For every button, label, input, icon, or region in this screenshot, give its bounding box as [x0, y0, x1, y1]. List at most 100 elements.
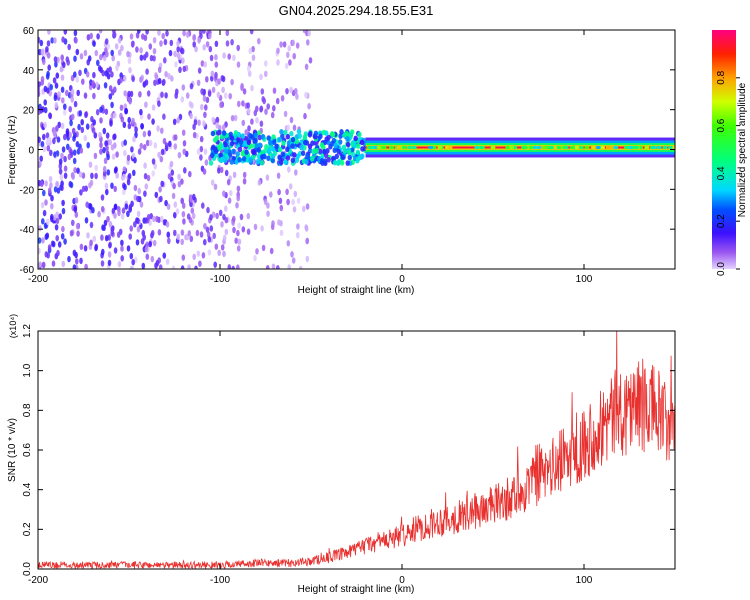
spectrogram-y-axis-label: Frequency (Hz) — [7, 116, 18, 185]
spectrogram-cell — [180, 96, 185, 103]
spectrogram-cell — [257, 134, 262, 141]
spectrogram-cell — [139, 201, 144, 208]
spectrogram-cell — [295, 93, 299, 100]
spectrogram-cell — [202, 120, 206, 127]
spectrogram-cell — [65, 128, 70, 135]
spectrogram-cell — [71, 127, 76, 135]
spectrogram-cell — [152, 37, 157, 44]
spectrogram-cell — [83, 92, 88, 99]
spectrogram-cell — [205, 226, 210, 233]
spectrogram-cell — [145, 253, 150, 260]
spectrogram-cell — [176, 233, 180, 240]
spectrogram-cell — [163, 38, 168, 46]
spectrogram-cell — [222, 52, 226, 59]
spectrogram-cell — [203, 239, 207, 246]
spectrogram-cell — [127, 90, 131, 98]
spectrogram-cell — [151, 118, 155, 125]
spectrogram-cell — [199, 154, 203, 161]
spectrogram-cell — [197, 37, 201, 44]
spectrogram-cell — [156, 125, 160, 132]
spectrogram-cell — [58, 168, 63, 175]
spectrogram-cell — [266, 155, 271, 162]
spectrogram-cell — [122, 173, 126, 180]
spectrogram-cell — [104, 140, 108, 147]
spectrogram-cell — [205, 76, 209, 83]
spectrogram-cell — [250, 118, 254, 125]
spectrogram-cell — [221, 75, 226, 83]
spectrogram-cell — [138, 91, 142, 98]
snr-x-axis-label: Height of straight line (km) — [298, 584, 415, 595]
spectrogram-cell — [111, 55, 115, 62]
x-tick-label: 100 — [576, 274, 593, 285]
spectrogram-cell — [191, 212, 196, 220]
spectrogram-cell — [259, 160, 265, 166]
spectrogram-cell — [102, 224, 106, 232]
spectrogram-cell — [55, 125, 59, 132]
spectrogram-cell — [157, 66, 162, 74]
spectrogram-cell — [61, 260, 66, 268]
spectrogram-cell — [112, 31, 117, 38]
spectrogram-cell — [437, 145, 443, 150]
spectrogram-cell — [158, 264, 163, 269]
spectrogram-cell — [71, 173, 75, 180]
spectrogram-cell — [348, 131, 353, 138]
spectrogram-cell — [63, 165, 68, 172]
spectrogram-cell — [290, 251, 294, 258]
spectrogram-cell — [110, 182, 114, 189]
spectrogram-cell — [92, 40, 96, 47]
spectrogram-y-ticks: -60 -40 -20 0 20 40 60 — [20, 26, 675, 276]
spectrogram-cell — [261, 244, 266, 252]
spectrogram-cell — [285, 146, 290, 153]
spectrogram-cell — [103, 157, 108, 164]
spectrogram-cell — [79, 189, 83, 196]
spectrogram-cell — [200, 60, 205, 67]
spectrogram-cell — [178, 66, 182, 74]
x-tick-label: -100 — [210, 575, 230, 586]
spectrogram-cell — [126, 50, 130, 58]
spectrogram-cell — [72, 149, 77, 156]
y-tick-label: -60 — [20, 265, 35, 276]
spectrogram-cell — [243, 135, 249, 142]
spectrogram-cell — [197, 119, 201, 126]
spectrogram-cell — [306, 39, 310, 46]
spectrogram-cell — [111, 153, 116, 160]
spectrogram-cell — [165, 258, 170, 265]
spectrogram-cell — [84, 263, 88, 269]
spectrogram-cell — [268, 139, 273, 146]
spectrogram-cell — [120, 245, 124, 252]
spectrogram-cell — [119, 104, 124, 111]
spectrogram-cell — [144, 51, 149, 58]
spectrogram-cell — [236, 264, 240, 269]
spectrogram-cell — [187, 230, 192, 237]
spectrogram-cell — [536, 145, 542, 150]
spectrogram-cell — [110, 144, 115, 151]
spectrogram-cell — [95, 109, 100, 116]
spectrogram-cell — [117, 261, 122, 268]
spectrogram-cell — [248, 157, 253, 163]
spectrogram-cell — [318, 148, 323, 154]
spectrogram-cell — [166, 231, 171, 238]
spectrogram-cell — [79, 243, 84, 250]
spectrogram-cell — [83, 134, 88, 142]
spectrogram-cell — [135, 46, 139, 53]
spectrogram-cell — [259, 120, 264, 127]
spectrogram-cell — [51, 241, 56, 248]
spectrogram-cell — [88, 182, 92, 189]
spectrogram-cell — [204, 159, 209, 166]
spectrogram-cell — [85, 201, 89, 208]
spectrogram-cell — [160, 91, 164, 98]
spectrogram-cell — [174, 134, 178, 141]
spectrogram-cell — [644, 145, 650, 150]
spectrogram-cell — [162, 219, 167, 226]
spectrogram-cell — [94, 244, 98, 252]
spectrogram-cell — [264, 144, 269, 150]
spectrogram-cell — [117, 209, 121, 217]
spectrogram-cell — [411, 145, 417, 150]
spectrogram-cell — [60, 152, 64, 160]
spectrogram-marks — [38, 30, 675, 269]
spectrogram-cell — [67, 43, 71, 51]
spectrogram-cell — [130, 41, 135, 48]
spectrogram-cell — [336, 160, 341, 166]
spectrogram-cell — [164, 92, 168, 99]
spectrogram-cell — [323, 158, 328, 164]
